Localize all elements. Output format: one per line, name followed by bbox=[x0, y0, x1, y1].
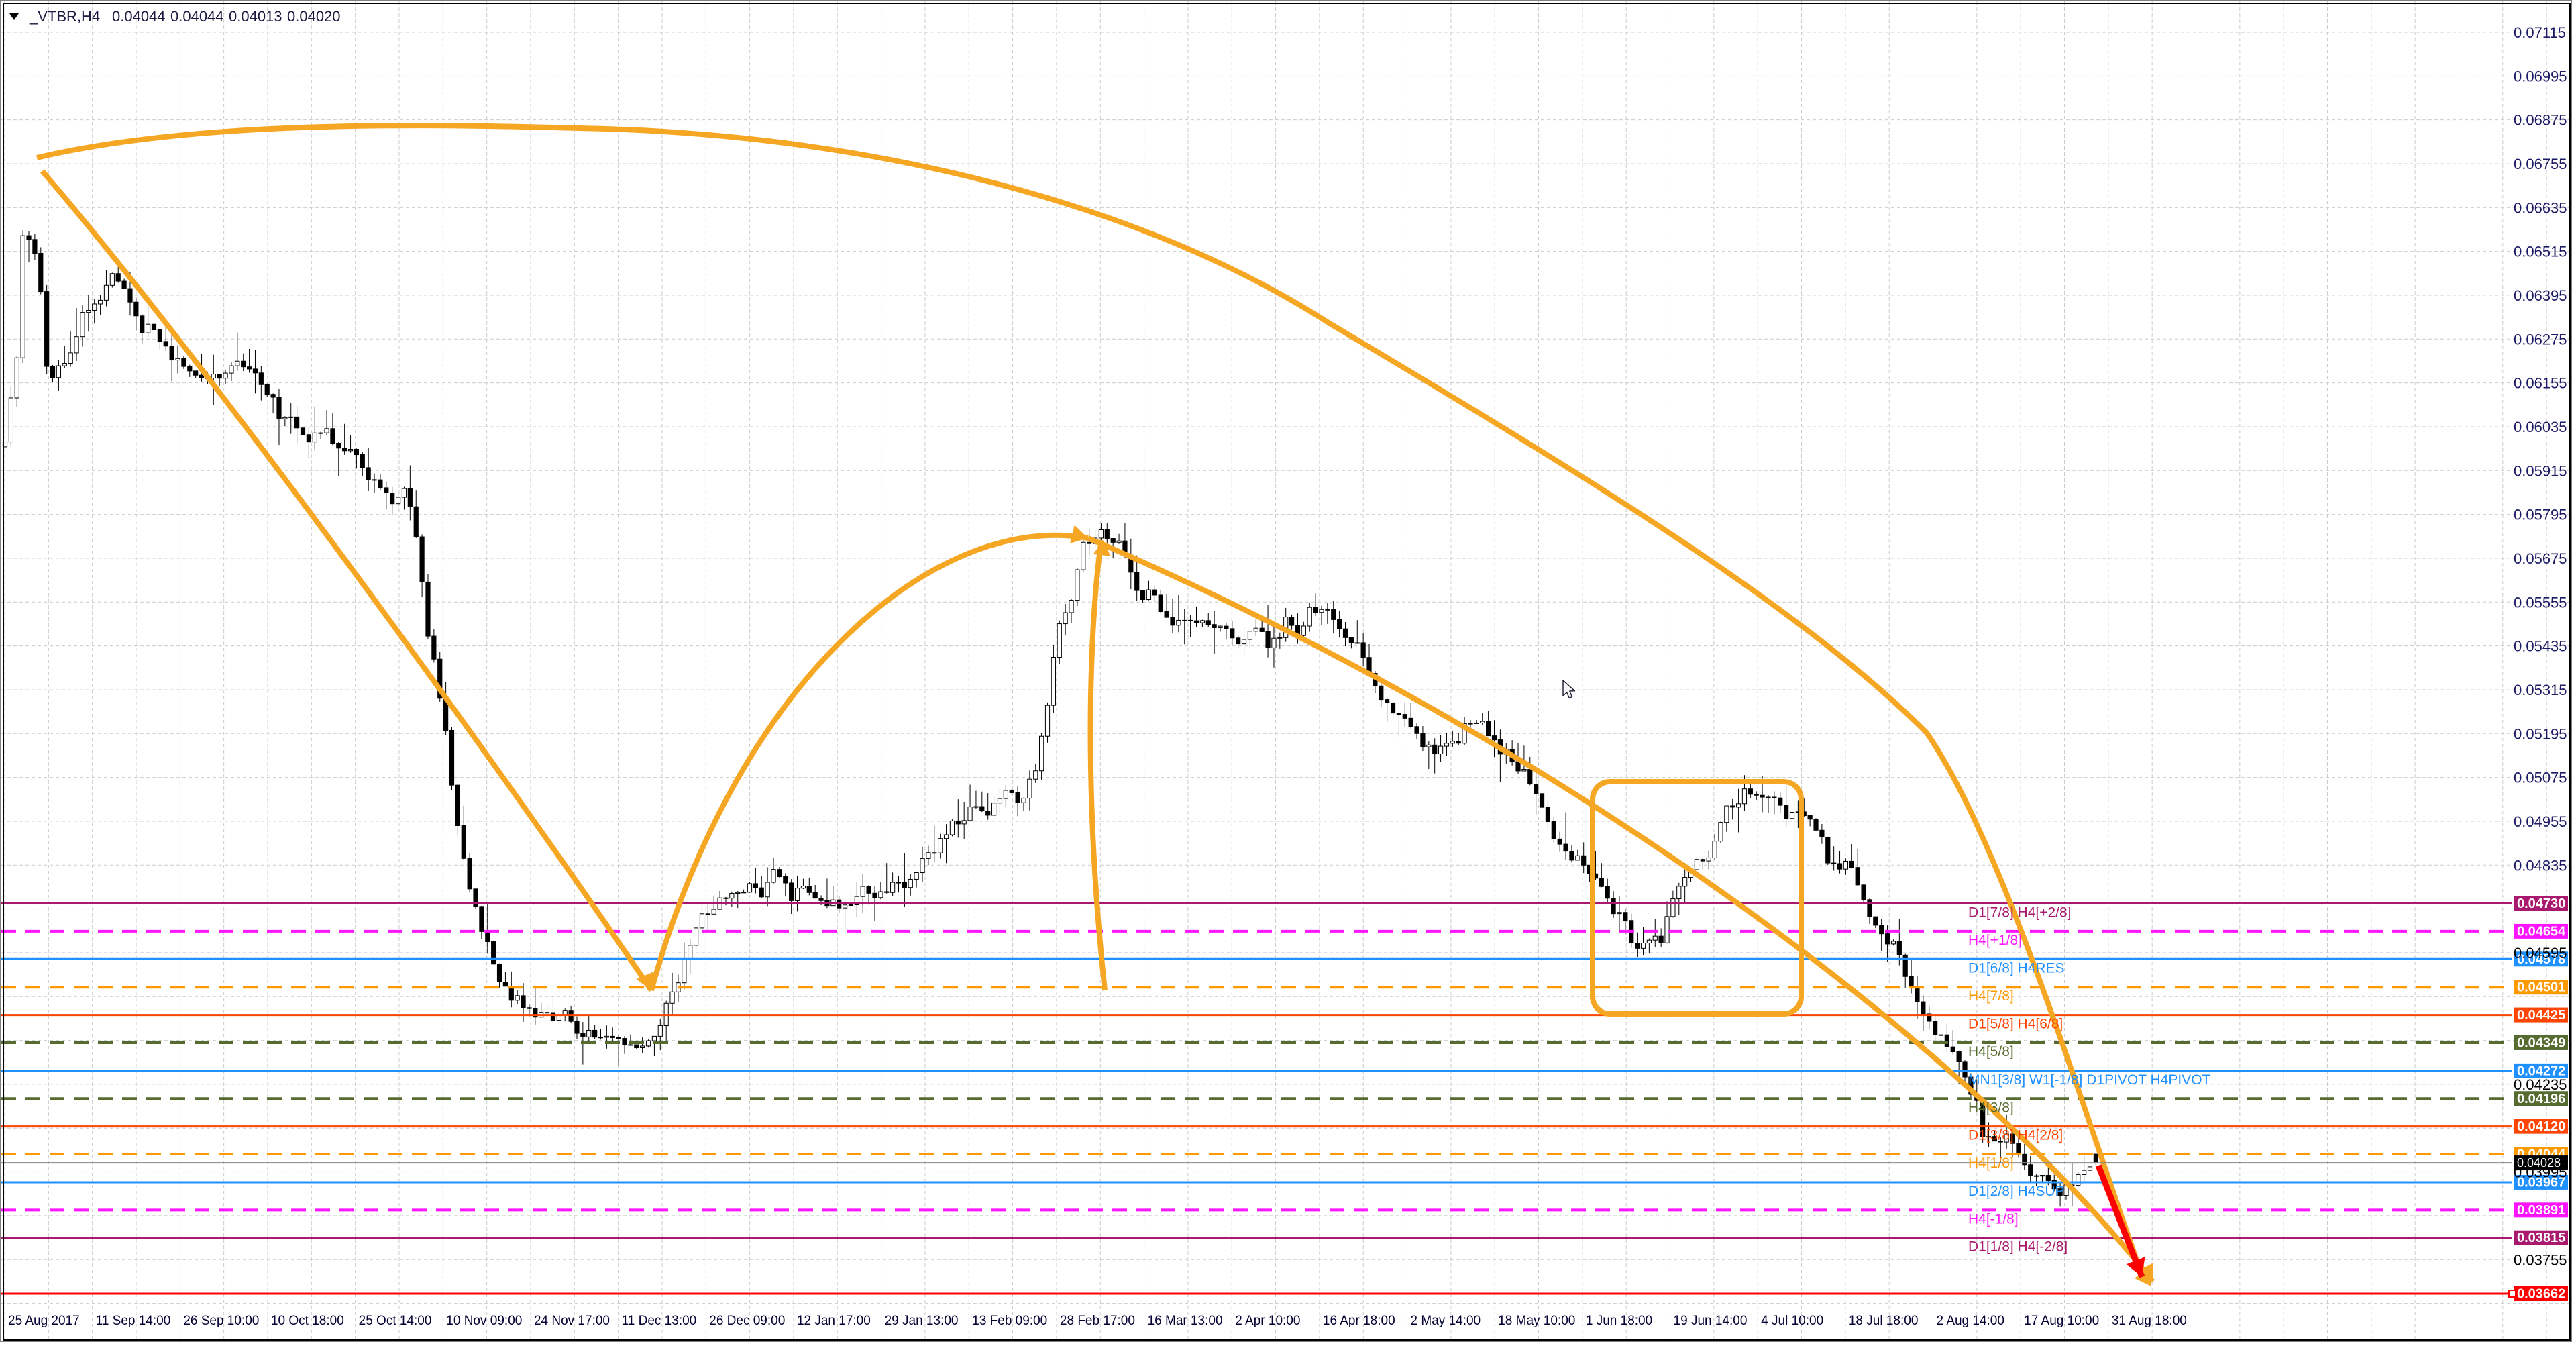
svg-text:0.03891: 0.03891 bbox=[2517, 1203, 2565, 1218]
svg-text:D1[1/8] H4[-2/8]: D1[1/8] H4[-2/8] bbox=[1968, 1239, 2068, 1255]
svg-text:0.03995: 0.03995 bbox=[2514, 1164, 2567, 1181]
svg-text:25 Oct 14:00: 25 Oct 14:00 bbox=[359, 1314, 432, 1328]
svg-text:12 Jan 17:00: 12 Jan 17:00 bbox=[797, 1314, 871, 1328]
svg-text:0.04196: 0.04196 bbox=[2517, 1092, 2565, 1106]
svg-text:0.05795: 0.05795 bbox=[2514, 507, 2567, 523]
svg-text:H4[1/8]: H4[1/8] bbox=[1968, 1155, 2014, 1171]
svg-text:0.04835: 0.04835 bbox=[2514, 857, 2567, 874]
svg-text:31 Aug 18:00: 31 Aug 18:00 bbox=[2112, 1314, 2187, 1328]
svg-text:16 Apr 18:00: 16 Apr 18:00 bbox=[1323, 1314, 1395, 1328]
svg-text:0.04120: 0.04120 bbox=[2517, 1119, 2565, 1134]
svg-text:0.05915: 0.05915 bbox=[2514, 462, 2567, 479]
svg-text:26 Dec 09:00: 26 Dec 09:00 bbox=[709, 1314, 785, 1328]
svg-text:10 Nov 09:00: 10 Nov 09:00 bbox=[446, 1314, 522, 1328]
svg-text:0.05675: 0.05675 bbox=[2514, 550, 2567, 567]
svg-text:0.06755: 0.06755 bbox=[2514, 156, 2567, 172]
svg-text:0.04595: 0.04595 bbox=[2514, 945, 2567, 962]
svg-text:0.03662: 0.03662 bbox=[2517, 1287, 2565, 1302]
svg-text:18 May 10:00: 18 May 10:00 bbox=[1498, 1314, 1575, 1328]
svg-text:0.04013: 0.04013 bbox=[229, 8, 282, 25]
svg-text:0.06035: 0.06035 bbox=[2514, 419, 2567, 435]
svg-text:D1[7/8] H4[+2/8]: D1[7/8] H4[+2/8] bbox=[1968, 905, 2072, 921]
svg-text:0.06995: 0.06995 bbox=[2514, 68, 2567, 85]
svg-text:MN1[3/8] W1[-1/8] D1PIVOT H4PI: MN1[3/8] W1[-1/8] D1PIVOT H4PIVOT bbox=[1968, 1072, 2211, 1088]
svg-text:0.05555: 0.05555 bbox=[2514, 594, 2567, 611]
svg-text:0.07115: 0.07115 bbox=[2514, 24, 2566, 41]
svg-text:16 Mar 13:00: 16 Mar 13:00 bbox=[1148, 1314, 1223, 1328]
svg-text:2 Aug 14:00: 2 Aug 14:00 bbox=[1937, 1314, 2004, 1328]
svg-text:D1[3/8] H4[2/8]: D1[3/8] H4[2/8] bbox=[1968, 1128, 2063, 1143]
svg-text:H4[3/8]: H4[3/8] bbox=[1968, 1100, 2014, 1115]
svg-text:0.04235: 0.04235 bbox=[2514, 1076, 2567, 1093]
svg-text:H4[-1/8]: H4[-1/8] bbox=[1968, 1211, 2019, 1227]
svg-text:10 Oct 18:00: 10 Oct 18:00 bbox=[271, 1314, 344, 1328]
svg-text:0.04044: 0.04044 bbox=[170, 8, 224, 25]
svg-text:26 Sep 10:00: 26 Sep 10:00 bbox=[183, 1314, 259, 1328]
svg-text:D1[2/8] H4SUP: D1[2/8] H4SUP bbox=[1968, 1184, 2065, 1199]
svg-text:11 Sep 14:00: 11 Sep 14:00 bbox=[96, 1314, 171, 1328]
svg-text:29 Jan 13:00: 29 Jan 13:00 bbox=[885, 1314, 959, 1328]
svg-text:28 Feb 17:00: 28 Feb 17:00 bbox=[1060, 1314, 1135, 1328]
svg-text:0.04730: 0.04730 bbox=[2517, 896, 2565, 911]
svg-text:4 Jul 10:00: 4 Jul 10:00 bbox=[1761, 1314, 1823, 1328]
svg-text:25 Aug 2017: 25 Aug 2017 bbox=[8, 1314, 80, 1328]
svg-text:0.05315: 0.05315 bbox=[2514, 682, 2567, 698]
svg-text:0.06875: 0.06875 bbox=[2514, 112, 2567, 129]
svg-text:0.05075: 0.05075 bbox=[2514, 770, 2567, 786]
svg-text:13 Feb 09:00: 13 Feb 09:00 bbox=[972, 1314, 1047, 1328]
svg-text:0.04955: 0.04955 bbox=[2514, 813, 2567, 830]
svg-text:0.03815: 0.03815 bbox=[2517, 1231, 2565, 1245]
svg-text:0.04349: 0.04349 bbox=[2517, 1035, 2565, 1050]
svg-text:2 May 14:00: 2 May 14:00 bbox=[1411, 1314, 1481, 1328]
svg-text:24 Nov 17:00: 24 Nov 17:00 bbox=[534, 1314, 610, 1328]
svg-text:_VTBR,H4: _VTBR,H4 bbox=[29, 8, 100, 25]
svg-text:H4[+1/8]: H4[+1/8] bbox=[1968, 933, 2022, 948]
svg-text:0.04044: 0.04044 bbox=[112, 8, 166, 25]
svg-text:0.04501: 0.04501 bbox=[2517, 980, 2565, 995]
svg-text:19 Jun 14:00: 19 Jun 14:00 bbox=[1674, 1314, 1748, 1328]
svg-text:17 Aug 10:00: 17 Aug 10:00 bbox=[2024, 1314, 2099, 1328]
svg-text:0.03755: 0.03755 bbox=[2514, 1251, 2567, 1268]
svg-text:D1[5/8] H4[6/8]: D1[5/8] H4[6/8] bbox=[1968, 1017, 2063, 1032]
svg-text:0.06395: 0.06395 bbox=[2514, 287, 2567, 304]
svg-text:11 Dec 13:00: 11 Dec 13:00 bbox=[622, 1314, 697, 1328]
svg-text:0.06515: 0.06515 bbox=[2514, 244, 2567, 260]
svg-text:0.05195: 0.05195 bbox=[2514, 725, 2567, 742]
svg-text:0.06155: 0.06155 bbox=[2514, 375, 2567, 392]
svg-text:1 Jun 18:00: 1 Jun 18:00 bbox=[1586, 1314, 1652, 1328]
svg-text:0.06635: 0.06635 bbox=[2514, 199, 2567, 216]
svg-text:H4[5/8]: H4[5/8] bbox=[1968, 1044, 2014, 1059]
svg-text:H4[7/8]: H4[7/8] bbox=[1968, 988, 2014, 1004]
svg-text:2 Apr 10:00: 2 Apr 10:00 bbox=[1235, 1314, 1300, 1328]
svg-text:0.04654: 0.04654 bbox=[2517, 924, 2566, 939]
svg-text:0.05435: 0.05435 bbox=[2514, 638, 2567, 655]
svg-text:18 Jul 18:00: 18 Jul 18:00 bbox=[1849, 1314, 1919, 1328]
svg-text:D1[6/8] H4RES: D1[6/8] H4RES bbox=[1968, 960, 2065, 976]
svg-text:0.04020: 0.04020 bbox=[287, 8, 341, 25]
svg-text:0.04425: 0.04425 bbox=[2517, 1008, 2565, 1023]
svg-text:0.06275: 0.06275 bbox=[2514, 331, 2567, 348]
